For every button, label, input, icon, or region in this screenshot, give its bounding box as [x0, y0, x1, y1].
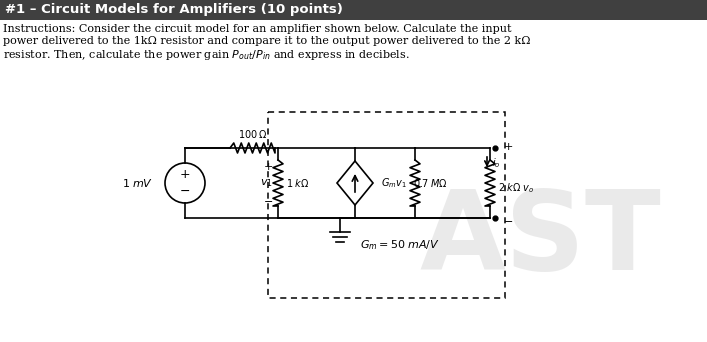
FancyBboxPatch shape: [0, 0, 707, 20]
Bar: [268, 112, 505, 298]
Text: $G_m = 50\;mA/V$: $G_m = 50\;mA/V$: [360, 238, 440, 252]
Text: $100\,\Omega$: $100\,\Omega$: [238, 128, 267, 140]
Text: $v_1$: $v_1$: [259, 177, 272, 189]
Text: $G_m v_1$: $G_m v_1$: [381, 176, 407, 190]
Text: resistor. Then, calculate the power gain $P_{out}/P_{in}$ and express in decibel: resistor. Then, calculate the power gain…: [3, 48, 409, 62]
Text: power delivered to the 1kΩ resistor and compare it to the output power delivered: power delivered to the 1kΩ resistor and …: [3, 36, 530, 46]
Text: #1 – Circuit Models for Amplifiers (10 points): #1 – Circuit Models for Amplifiers (10 p…: [5, 3, 343, 16]
Text: Instructions: Consider the circuit model for an amplifier shown below. Calculate: Instructions: Consider the circuit model…: [3, 24, 511, 34]
Text: $2\;k\Omega\;v_o$: $2\;k\Omega\;v_o$: [498, 181, 534, 195]
Text: $1\;mV$: $1\;mV$: [122, 177, 153, 189]
Text: +: +: [180, 169, 190, 182]
Text: AST: AST: [419, 186, 661, 293]
Text: $-$: $-$: [263, 195, 273, 205]
Text: $i_o$: $i_o$: [492, 156, 501, 170]
Text: $+$: $+$: [503, 141, 513, 152]
Text: $0.7\;M\Omega$: $0.7\;M\Omega$: [413, 177, 448, 189]
Text: −: −: [180, 184, 190, 197]
Text: $1\;k\Omega$: $1\;k\Omega$: [286, 177, 310, 189]
Text: $-$: $-$: [503, 215, 513, 225]
Text: $+$: $+$: [263, 160, 273, 171]
